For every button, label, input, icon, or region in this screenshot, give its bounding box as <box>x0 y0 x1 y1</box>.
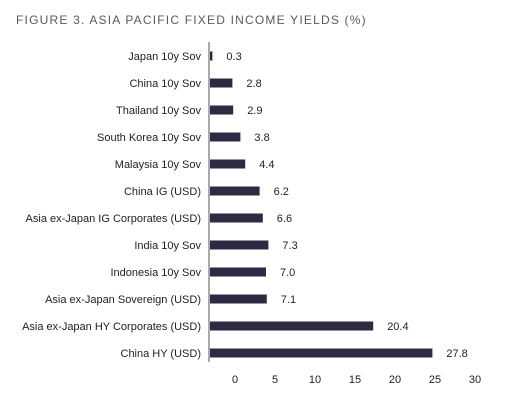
value-label: 20.4 <box>387 321 408 333</box>
category-label: China 10y Sov <box>129 78 201 90</box>
bar-11 <box>210 348 433 358</box>
bar-7 <box>210 240 269 250</box>
value-label: 7.3 <box>282 240 297 252</box>
category-label: South Korea 10y Sov <box>97 132 201 144</box>
value-label: 0.3 <box>226 51 241 63</box>
bar-0 <box>210 51 213 61</box>
x-tick-label: 20 <box>389 374 401 386</box>
category-label: Asia ex-Japan IG Corporates (USD) <box>26 213 201 225</box>
category-label: Asia ex-Japan HY Corporates (USD) <box>22 321 201 333</box>
category-label: Malaysia 10y Sov <box>115 159 202 171</box>
x-tick-label: 25 <box>429 374 441 386</box>
x-tick-label: 10 <box>309 374 321 386</box>
bar-4 <box>210 159 246 169</box>
bar-1 <box>210 78 233 88</box>
bar-6 <box>210 213 263 223</box>
category-label: India 10y Sov <box>134 240 201 252</box>
value-label: 3.8 <box>254 132 269 144</box>
value-label: 2.8 <box>246 78 261 90</box>
category-label: Asia ex-Japan Sovereign (USD) <box>45 294 201 306</box>
bar-9 <box>210 294 267 304</box>
category-label: China IG (USD) <box>124 186 201 198</box>
chart-title: FIGURE 3. ASIA PACIFIC FIXED INCOME YIEL… <box>16 13 367 27</box>
category-label: Indonesia 10y Sov <box>110 267 201 279</box>
value-label: 27.8 <box>446 348 467 360</box>
x-tick-label: 30 <box>469 374 481 386</box>
category-label: China HY (USD) <box>121 348 202 360</box>
bar-5 <box>210 186 260 196</box>
bar-3 <box>210 132 241 142</box>
value-label: 7.0 <box>280 267 295 279</box>
category-label: Japan 10y Sov <box>128 51 201 63</box>
bar-2 <box>210 105 234 115</box>
bar-10 <box>210 321 374 331</box>
x-tick-label: 5 <box>272 374 278 386</box>
value-label: 6.6 <box>277 213 292 225</box>
value-label: 4.4 <box>259 159 274 171</box>
bar-8 <box>210 267 266 277</box>
value-label: 7.1 <box>281 294 296 306</box>
value-label: 6.2 <box>274 186 289 198</box>
category-label: Thailand 10y Sov <box>116 105 201 117</box>
value-label: 2.9 <box>247 105 262 117</box>
x-tick-label: 0 <box>232 374 238 386</box>
x-tick-label: 15 <box>349 374 361 386</box>
